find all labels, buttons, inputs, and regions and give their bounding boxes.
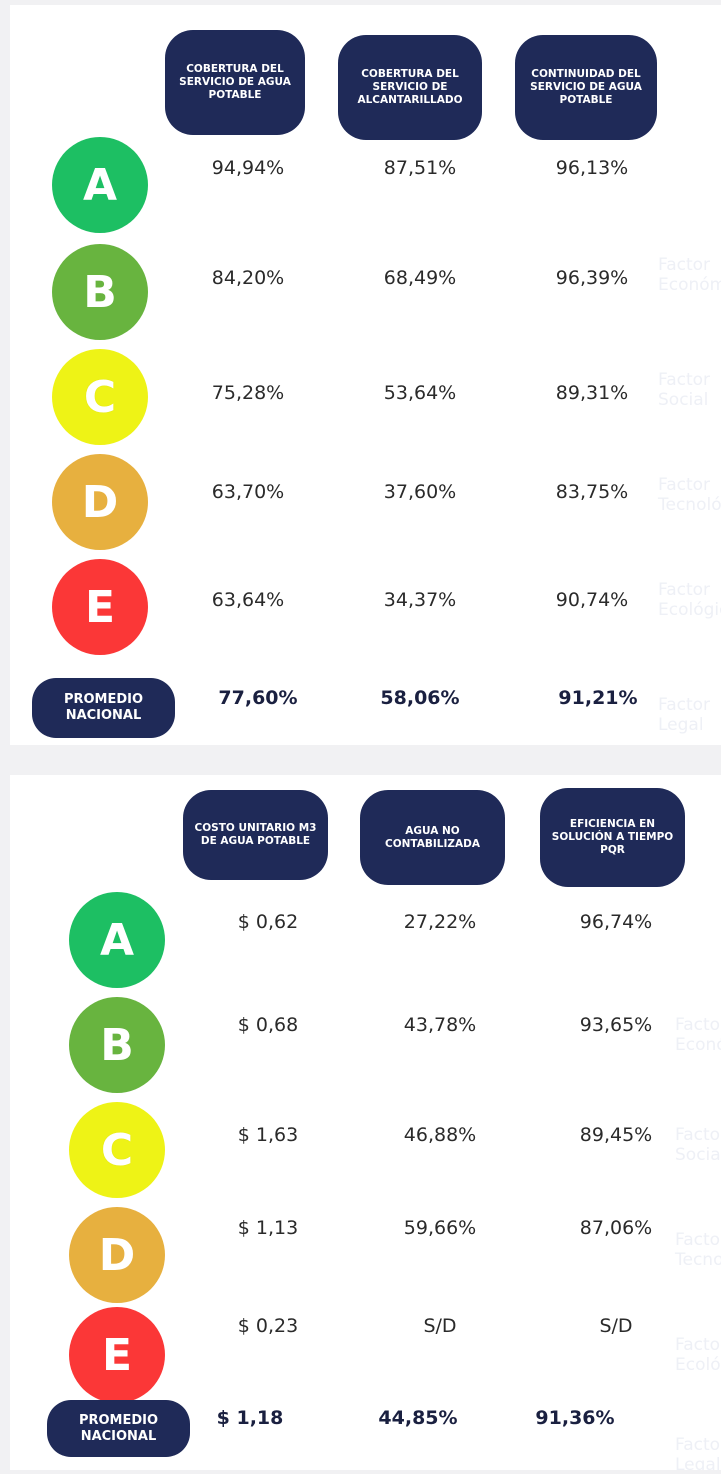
column-header: AGUA NO CONTABILIZADA (360, 790, 505, 885)
cell-value: $ 0,62 (237, 911, 299, 933)
grade-badge: D (69, 1207, 165, 1303)
column-header: COBERTURA DEL SERVICIO DE ALCANTARILLADO (338, 35, 482, 140)
side-label: Factor Económico (675, 1015, 721, 1055)
cell-value: 87,51% (383, 157, 457, 179)
side-label: Factor Legal (675, 1435, 721, 1470)
cell-value: $ 1,13 (237, 1217, 299, 1239)
column-header: EFICIENCIA EN SOLUCIÓN A TIEMPO PQR (540, 788, 685, 887)
grade-badge: D (52, 454, 148, 550)
side-label: Factor Ecológico (658, 580, 721, 620)
cell-value: S/D (423, 1315, 457, 1337)
side-label: Factor Ecológico (675, 1335, 721, 1375)
cell-value: 53,64% (383, 382, 457, 404)
cell-value: 27,22% (403, 911, 477, 933)
average-value: 91,21% (558, 687, 638, 709)
cell-value: 46,88% (403, 1124, 477, 1146)
grade-badge: E (52, 559, 148, 655)
table-panel: COSTO UNITARIO M3 DE AGUA POTABLE AGUA NO… (10, 775, 721, 1470)
column-header: COSTO UNITARIO M3 DE AGUA POTABLE (183, 790, 328, 880)
average-label: PROMEDIO NACIONAL (32, 678, 175, 738)
average-label: PROMEDIO NACIONAL (47, 1400, 190, 1457)
cell-value: $ 0,23 (237, 1315, 299, 1337)
grade-badge: C (69, 1102, 165, 1198)
cell-value: 63,64% (211, 589, 285, 611)
cell-value: 96,13% (555, 157, 629, 179)
side-label: Factor Tecnológico (675, 1230, 721, 1270)
cell-value: $ 0,68 (237, 1014, 299, 1036)
cell-value: 37,60% (383, 481, 457, 503)
cell-value: 87,06% (579, 1217, 653, 1239)
cell-value: 89,45% (579, 1124, 653, 1146)
grade-badge: A (69, 892, 165, 988)
side-label: Factor Legal (658, 695, 711, 735)
grade-badge: B (52, 244, 148, 340)
column-header: COBERTURA DEL SERVICIO DE AGUA POTABLE (165, 30, 305, 135)
cell-value: S/D (599, 1315, 633, 1337)
average-value: $ 1,18 (216, 1407, 284, 1429)
cell-value: 34,37% (383, 589, 457, 611)
cell-value: 93,65% (579, 1014, 653, 1036)
average-value: 77,60% (218, 687, 298, 709)
average-value: 91,36% (535, 1407, 615, 1429)
cell-value: 68,49% (383, 267, 457, 289)
side-label: Factor Social (675, 1125, 721, 1165)
grade-badge: B (69, 997, 165, 1093)
cell-value: 90,74% (555, 589, 629, 611)
column-header: CONTINUIDAD DEL SERVICIO DE AGUA POTABLE (515, 35, 657, 140)
table-panel: COBERTURA DEL SERVICIO DE AGUA POTABLE CO… (10, 5, 721, 745)
cell-value: 94,94% (211, 157, 285, 179)
side-label: Factor Social (658, 370, 711, 410)
grade-badge: A (52, 137, 148, 233)
grade-badge: E (69, 1307, 165, 1403)
cell-value: 83,75% (555, 481, 629, 503)
cell-value: 75,28% (211, 382, 285, 404)
cell-value: $ 1,63 (237, 1124, 299, 1146)
cell-value: 89,31% (555, 382, 629, 404)
cell-value: 43,78% (403, 1014, 477, 1036)
cell-value: 96,39% (555, 267, 629, 289)
grade-badge: C (52, 349, 148, 445)
cell-value: 63,70% (211, 481, 285, 503)
cell-value: 84,20% (211, 267, 285, 289)
side-label: Factor Tecnológico (658, 475, 721, 515)
average-value: 58,06% (380, 687, 460, 709)
average-value: 44,85% (378, 1407, 458, 1429)
cell-value: 59,66% (403, 1217, 477, 1239)
side-label: Factor Económico (658, 255, 721, 295)
cell-value: 96,74% (579, 911, 653, 933)
